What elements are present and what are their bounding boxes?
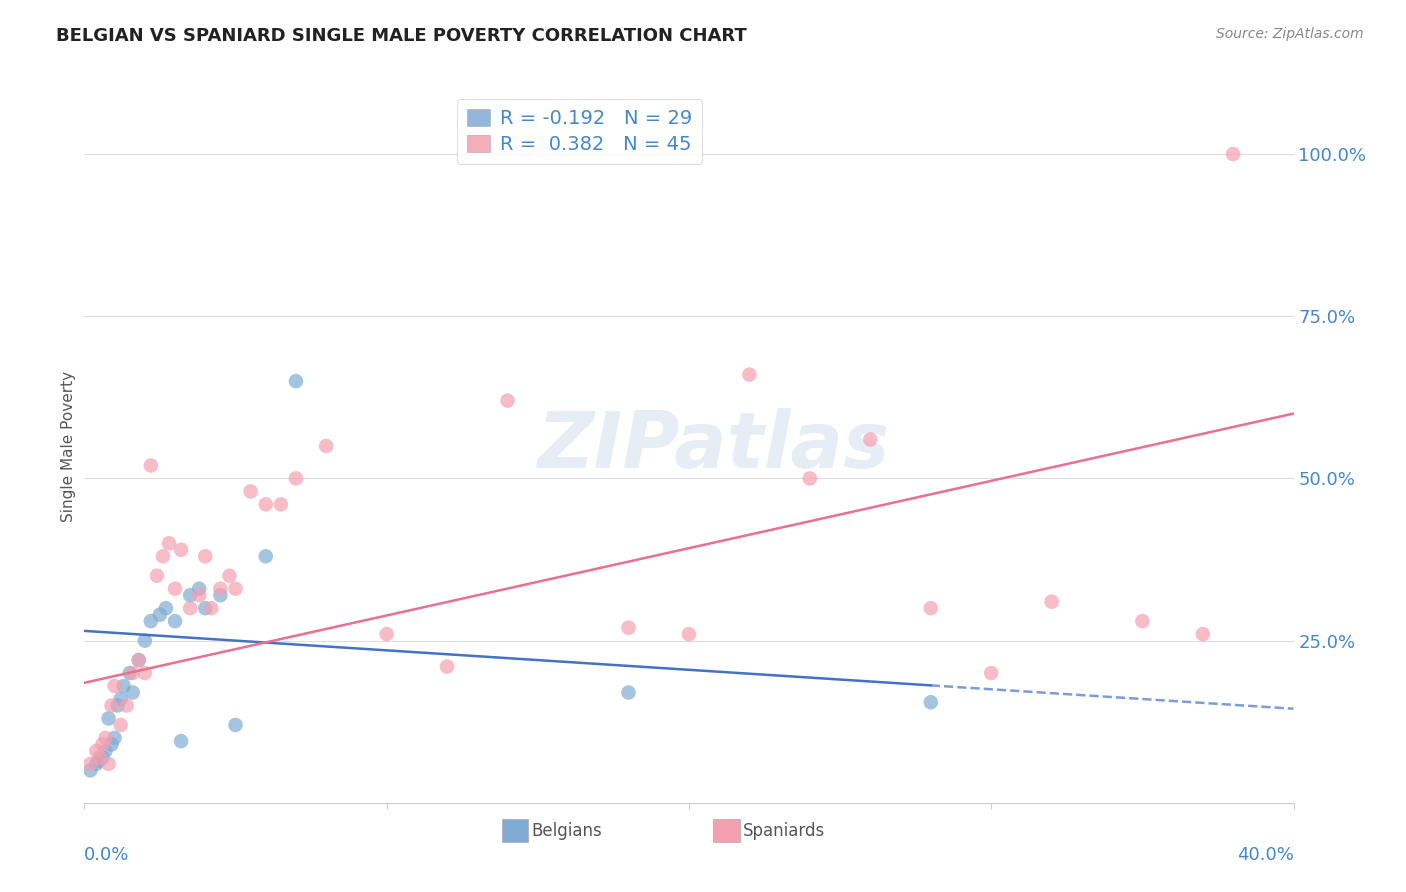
Point bbox=[225, 582, 247, 596]
Point bbox=[149, 607, 172, 622]
Point bbox=[91, 738, 114, 752]
Point bbox=[86, 756, 108, 771]
Point bbox=[146, 568, 169, 582]
Y-axis label: Single Male Poverty: Single Male Poverty bbox=[60, 370, 76, 522]
Point bbox=[134, 633, 156, 648]
Text: Spaniards: Spaniards bbox=[744, 822, 825, 840]
Text: Belgians: Belgians bbox=[531, 822, 603, 840]
Point bbox=[375, 627, 398, 641]
Point bbox=[738, 368, 761, 382]
Point bbox=[200, 601, 222, 615]
Point bbox=[104, 679, 127, 693]
Point bbox=[165, 614, 187, 628]
Point bbox=[89, 754, 111, 768]
Point bbox=[194, 601, 217, 615]
Point bbox=[152, 549, 174, 564]
Text: 40.0%: 40.0% bbox=[1237, 846, 1294, 863]
Point bbox=[110, 692, 132, 706]
Point bbox=[1040, 595, 1063, 609]
Point bbox=[194, 549, 217, 564]
Point bbox=[254, 497, 277, 511]
Point bbox=[980, 666, 1002, 681]
Point bbox=[315, 439, 337, 453]
Point bbox=[91, 750, 114, 764]
Point bbox=[157, 536, 180, 550]
Point bbox=[115, 698, 138, 713]
Point bbox=[920, 601, 942, 615]
Point bbox=[139, 614, 162, 628]
Point bbox=[859, 433, 882, 447]
Point bbox=[496, 393, 519, 408]
Point bbox=[225, 718, 247, 732]
Point bbox=[121, 685, 143, 699]
Point bbox=[100, 698, 122, 713]
Point bbox=[79, 764, 101, 778]
Point bbox=[97, 711, 120, 725]
Point bbox=[254, 549, 277, 564]
Point bbox=[209, 588, 232, 602]
Point bbox=[799, 471, 821, 485]
Point bbox=[139, 458, 162, 473]
Bar bbox=[713, 819, 740, 842]
Point bbox=[121, 666, 143, 681]
Point bbox=[285, 471, 308, 485]
Point bbox=[1222, 147, 1244, 161]
Point bbox=[270, 497, 292, 511]
Point bbox=[94, 731, 117, 745]
Point bbox=[89, 750, 111, 764]
Point bbox=[107, 698, 129, 713]
Point bbox=[100, 738, 122, 752]
Point bbox=[94, 744, 117, 758]
Point bbox=[436, 659, 458, 673]
Point bbox=[179, 601, 201, 615]
Text: 0.0%: 0.0% bbox=[84, 846, 129, 863]
Point bbox=[188, 582, 211, 596]
Text: Source: ZipAtlas.com: Source: ZipAtlas.com bbox=[1216, 27, 1364, 41]
Point bbox=[617, 621, 640, 635]
Point bbox=[1192, 627, 1215, 641]
Point bbox=[86, 744, 108, 758]
Point bbox=[97, 756, 120, 771]
Point bbox=[112, 679, 135, 693]
Bar bbox=[502, 819, 529, 842]
Point bbox=[179, 588, 201, 602]
Point bbox=[239, 484, 262, 499]
Text: ZIPatlas: ZIPatlas bbox=[537, 408, 889, 484]
Point bbox=[170, 734, 193, 748]
Text: BELGIAN VS SPANIARD SINGLE MALE POVERTY CORRELATION CHART: BELGIAN VS SPANIARD SINGLE MALE POVERTY … bbox=[56, 27, 747, 45]
Point bbox=[920, 695, 942, 709]
Point bbox=[134, 666, 156, 681]
Point bbox=[128, 653, 150, 667]
Point bbox=[209, 582, 232, 596]
Point bbox=[170, 542, 193, 557]
Point bbox=[617, 685, 640, 699]
Legend: R = -0.192   N = 29, R =  0.382   N = 45: R = -0.192 N = 29, R = 0.382 N = 45 bbox=[457, 99, 702, 164]
Point bbox=[155, 601, 177, 615]
Point bbox=[678, 627, 700, 641]
Point bbox=[128, 653, 150, 667]
Point bbox=[1130, 614, 1153, 628]
Point bbox=[104, 731, 127, 745]
Point bbox=[218, 568, 240, 582]
Point bbox=[118, 666, 141, 681]
Point bbox=[79, 756, 101, 771]
Point bbox=[188, 588, 211, 602]
Point bbox=[285, 374, 308, 388]
Point bbox=[110, 718, 132, 732]
Point bbox=[165, 582, 187, 596]
